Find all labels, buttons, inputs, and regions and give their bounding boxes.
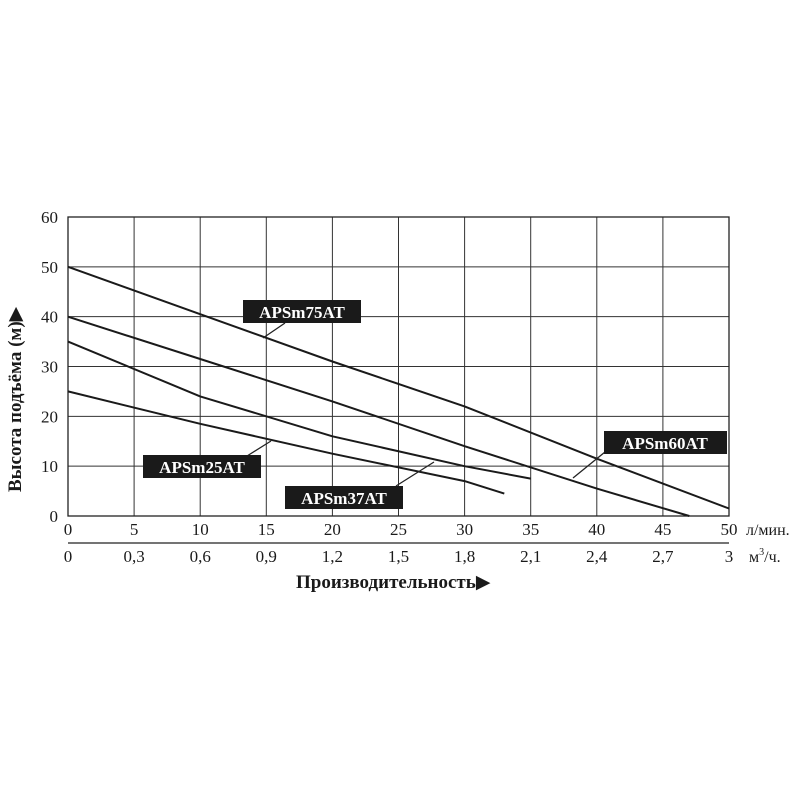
series-line-apsm75at xyxy=(67,265,730,510)
x2-tick-label: 2,7 xyxy=(652,547,674,566)
x2-tick-label: 0 xyxy=(64,547,73,566)
x-tick-label: 45 xyxy=(654,520,671,539)
svg-text:APSm60AT: APSm60AT xyxy=(622,434,708,453)
label-apsm75at: APSm75AT xyxy=(243,300,361,339)
x2-unit-label: м3/ч. xyxy=(749,547,781,566)
x-tick-label: 50 xyxy=(721,520,738,539)
x2-tick-label: 1,5 xyxy=(388,547,409,566)
x2-tick-label: 1,2 xyxy=(322,547,343,566)
tick-labels: 0050,3100,6150,9201,2251,5301,8352,1402,… xyxy=(41,208,738,566)
x-tick-label: 30 xyxy=(456,520,473,539)
x2-tick-label: 2,1 xyxy=(520,547,541,566)
series-layer xyxy=(67,265,730,517)
x-unit-label: л/мин. xyxy=(746,522,790,539)
svg-text:APSm75AT: APSm75AT xyxy=(259,303,345,322)
x-tick-label: 20 xyxy=(324,520,341,539)
label-apsm37at: APSm37AT xyxy=(285,461,435,509)
plot-frame xyxy=(67,216,730,517)
label-apsm25at: APSm25AT xyxy=(143,440,272,478)
x2-tick-label: 3 xyxy=(725,547,734,566)
x2-tick-label: 2,4 xyxy=(586,547,608,566)
series-line-apsm25at xyxy=(67,390,505,495)
y-axis-title: Высота подъёма (м)▶ xyxy=(5,306,26,492)
label-apsm60at: APSm60AT xyxy=(572,431,727,479)
x-axis-title: Производительность▶ xyxy=(296,572,491,593)
series-line-apsm37at xyxy=(67,340,531,480)
x-tick-label: 5 xyxy=(130,520,139,539)
svg-text:APSm37AT: APSm37AT xyxy=(301,489,387,508)
x-tick-label: 40 xyxy=(588,520,605,539)
y-tick-label: 40 xyxy=(41,308,58,327)
x-tick-label: 15 xyxy=(258,520,275,539)
x2-tick-label: 1,8 xyxy=(454,547,475,566)
x2-tick-label: 0,6 xyxy=(190,547,211,566)
svg-text:APSm25AT: APSm25AT xyxy=(159,458,245,477)
y-tick-label: 20 xyxy=(41,407,58,426)
y-tick-label: 60 xyxy=(41,208,58,227)
x-tick-label: 35 xyxy=(522,520,539,539)
x-tick-label: 0 xyxy=(64,520,73,539)
x2-tick-label: 0,9 xyxy=(256,547,277,566)
y-tick-label: 50 xyxy=(41,258,58,277)
y-tick-label: 0 xyxy=(50,507,59,526)
series-line-apsm60at xyxy=(67,315,690,517)
y-tick-label: 30 xyxy=(41,358,58,377)
x2-tick-label: 0,3 xyxy=(123,547,144,566)
y-tick-label: 10 xyxy=(41,457,58,476)
x-tick-label: 25 xyxy=(390,520,407,539)
x-tick-label: 10 xyxy=(192,520,209,539)
